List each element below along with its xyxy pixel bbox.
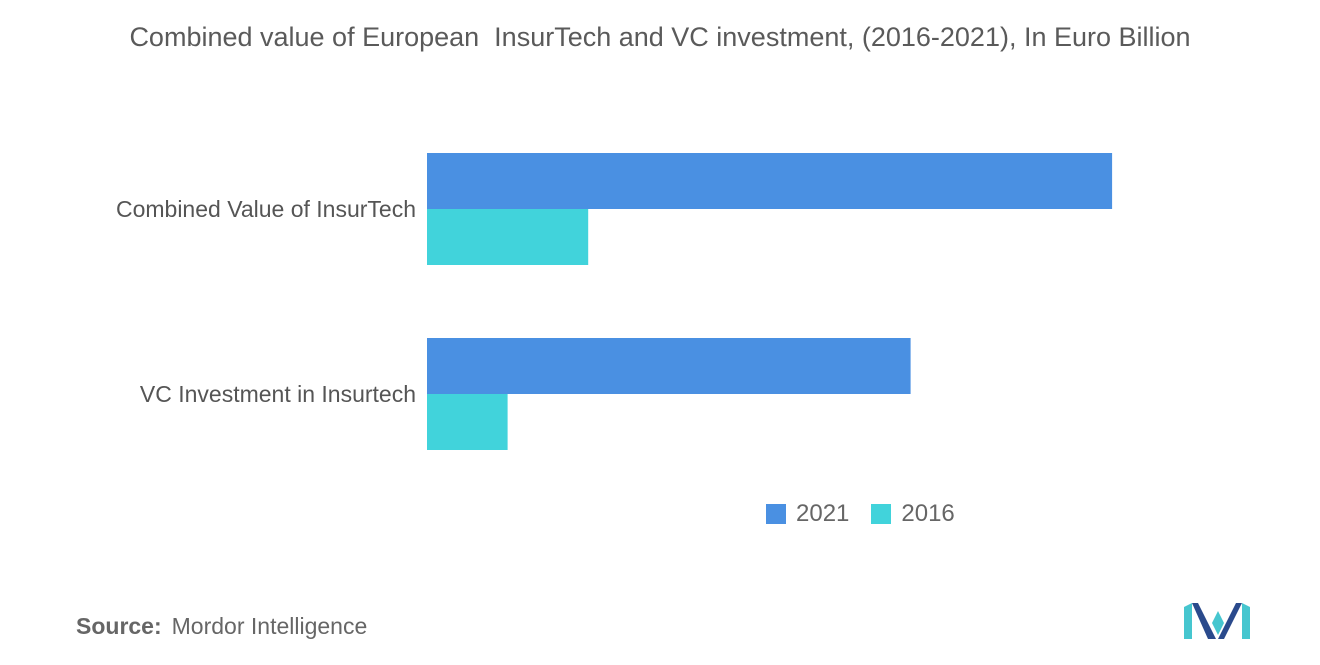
category-label: VC Investment in Insurtech <box>140 381 416 407</box>
legend-swatch <box>871 504 892 524</box>
bars-layer <box>427 153 1113 450</box>
legend-swatch <box>766 504 786 524</box>
bar-2016-2 <box>427 394 508 450</box>
category-label: Combined Value of InsurTech <box>116 196 416 222</box>
source-text: Mordor Intelligence <box>171 613 368 639</box>
source-note: Source: Mordor Intelligence <box>76 613 367 640</box>
mordor-intelligence-logo-icon <box>1184 603 1250 639</box>
legend-item-2021: 2021 <box>766 500 849 528</box>
legend: 2021 2016 <box>766 500 977 528</box>
legend-label: 2016 <box>901 500 955 527</box>
category-labels: Combined Value of InsurTech VC Investment… <box>116 196 416 407</box>
bar-2021-1 <box>427 153 1113 209</box>
legend-label: 2021 <box>796 500 850 527</box>
legend-item-2016: 2016 <box>871 500 955 528</box>
bar-2016-1 <box>427 209 589 265</box>
chart-title: Combined value of European InsurTech and… <box>129 22 1191 52</box>
source-prefix: Source: <box>76 613 162 639</box>
bar-2021-2 <box>427 338 911 394</box>
